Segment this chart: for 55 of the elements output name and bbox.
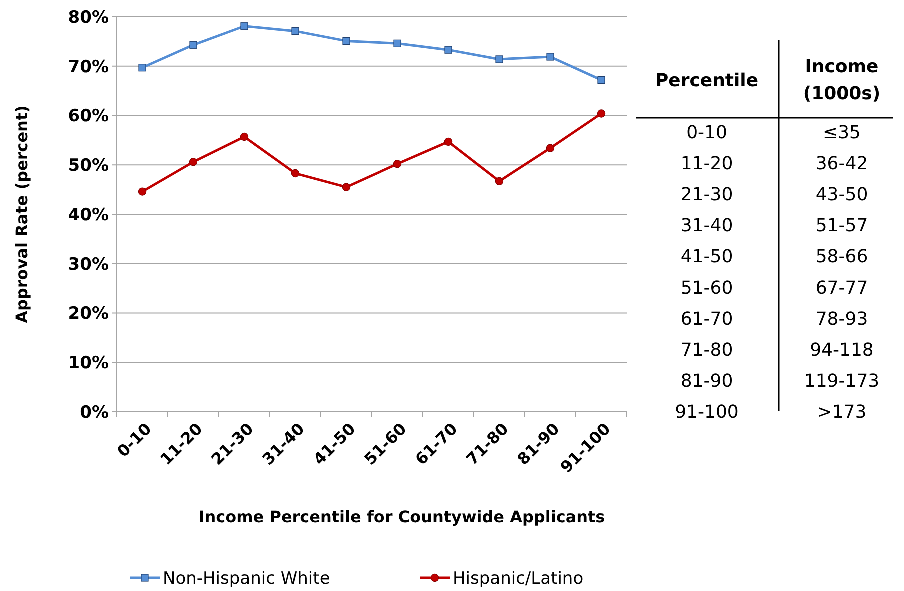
text: 78-93 bbox=[816, 308, 868, 330]
category-label: Percentile bbox=[655, 70, 759, 92]
legend-label: Non-Hispanic White bbox=[163, 568, 330, 589]
x-axis-title: Income Percentile for Countywide Applicants bbox=[198, 508, 606, 527]
point bbox=[444, 46, 452, 54]
y-tick-label: 80% bbox=[68, 8, 109, 28]
y-tick-label: 70% bbox=[68, 57, 109, 78]
point bbox=[546, 144, 555, 152]
text: 43-50 bbox=[816, 184, 868, 206]
text: 58-66 bbox=[816, 246, 868, 268]
y-tick-label: 0% bbox=[80, 402, 109, 423]
text: ≤35 bbox=[823, 122, 861, 144]
text: >173 bbox=[817, 402, 867, 424]
text: 36-42 bbox=[816, 153, 868, 174]
text: 41-50 bbox=[680, 246, 734, 268]
y-tick-label: 40% bbox=[68, 205, 109, 226]
point bbox=[342, 183, 351, 192]
text: 94-118 bbox=[810, 340, 874, 361]
text: 61-70 bbox=[680, 308, 734, 330]
text: 67-77 bbox=[816, 278, 868, 299]
point bbox=[394, 40, 402, 48]
text: 31-40 bbox=[680, 216, 734, 237]
point bbox=[138, 64, 146, 72]
text: 0-10 bbox=[686, 122, 728, 144]
y-axis-title: Approval Rate (percent) bbox=[12, 106, 32, 324]
point bbox=[393, 160, 402, 168]
y-tick-label: 20% bbox=[68, 304, 109, 324]
point bbox=[189, 158, 198, 166]
point bbox=[598, 76, 606, 84]
text: 91-100 bbox=[675, 402, 739, 424]
category-label: Income (1000s) bbox=[803, 56, 881, 104]
text: 21-30 bbox=[680, 184, 734, 206]
y-tick-label: 10% bbox=[68, 354, 109, 374]
text: 71-80 bbox=[680, 340, 734, 361]
point bbox=[138, 188, 147, 196]
y-tick-label: 60% bbox=[68, 106, 109, 127]
point bbox=[597, 110, 606, 118]
point bbox=[240, 132, 249, 142]
point bbox=[190, 41, 198, 49]
point bbox=[291, 169, 300, 178]
text: 51-60 bbox=[680, 278, 734, 299]
point bbox=[342, 37, 350, 45]
point bbox=[292, 28, 300, 36]
point bbox=[495, 177, 504, 186]
text: 51-57 bbox=[816, 216, 868, 237]
point bbox=[546, 53, 554, 61]
legend-label: Hispanic/Latino bbox=[453, 568, 584, 589]
text: 119-173 bbox=[804, 371, 880, 392]
point bbox=[240, 22, 248, 30]
text: 81-90 bbox=[680, 371, 734, 392]
point bbox=[496, 56, 504, 64]
text: 11-20 bbox=[680, 153, 734, 174]
y-tick-label: 30% bbox=[68, 254, 109, 275]
y-tick-label: 50% bbox=[68, 156, 109, 176]
point bbox=[444, 138, 453, 146]
